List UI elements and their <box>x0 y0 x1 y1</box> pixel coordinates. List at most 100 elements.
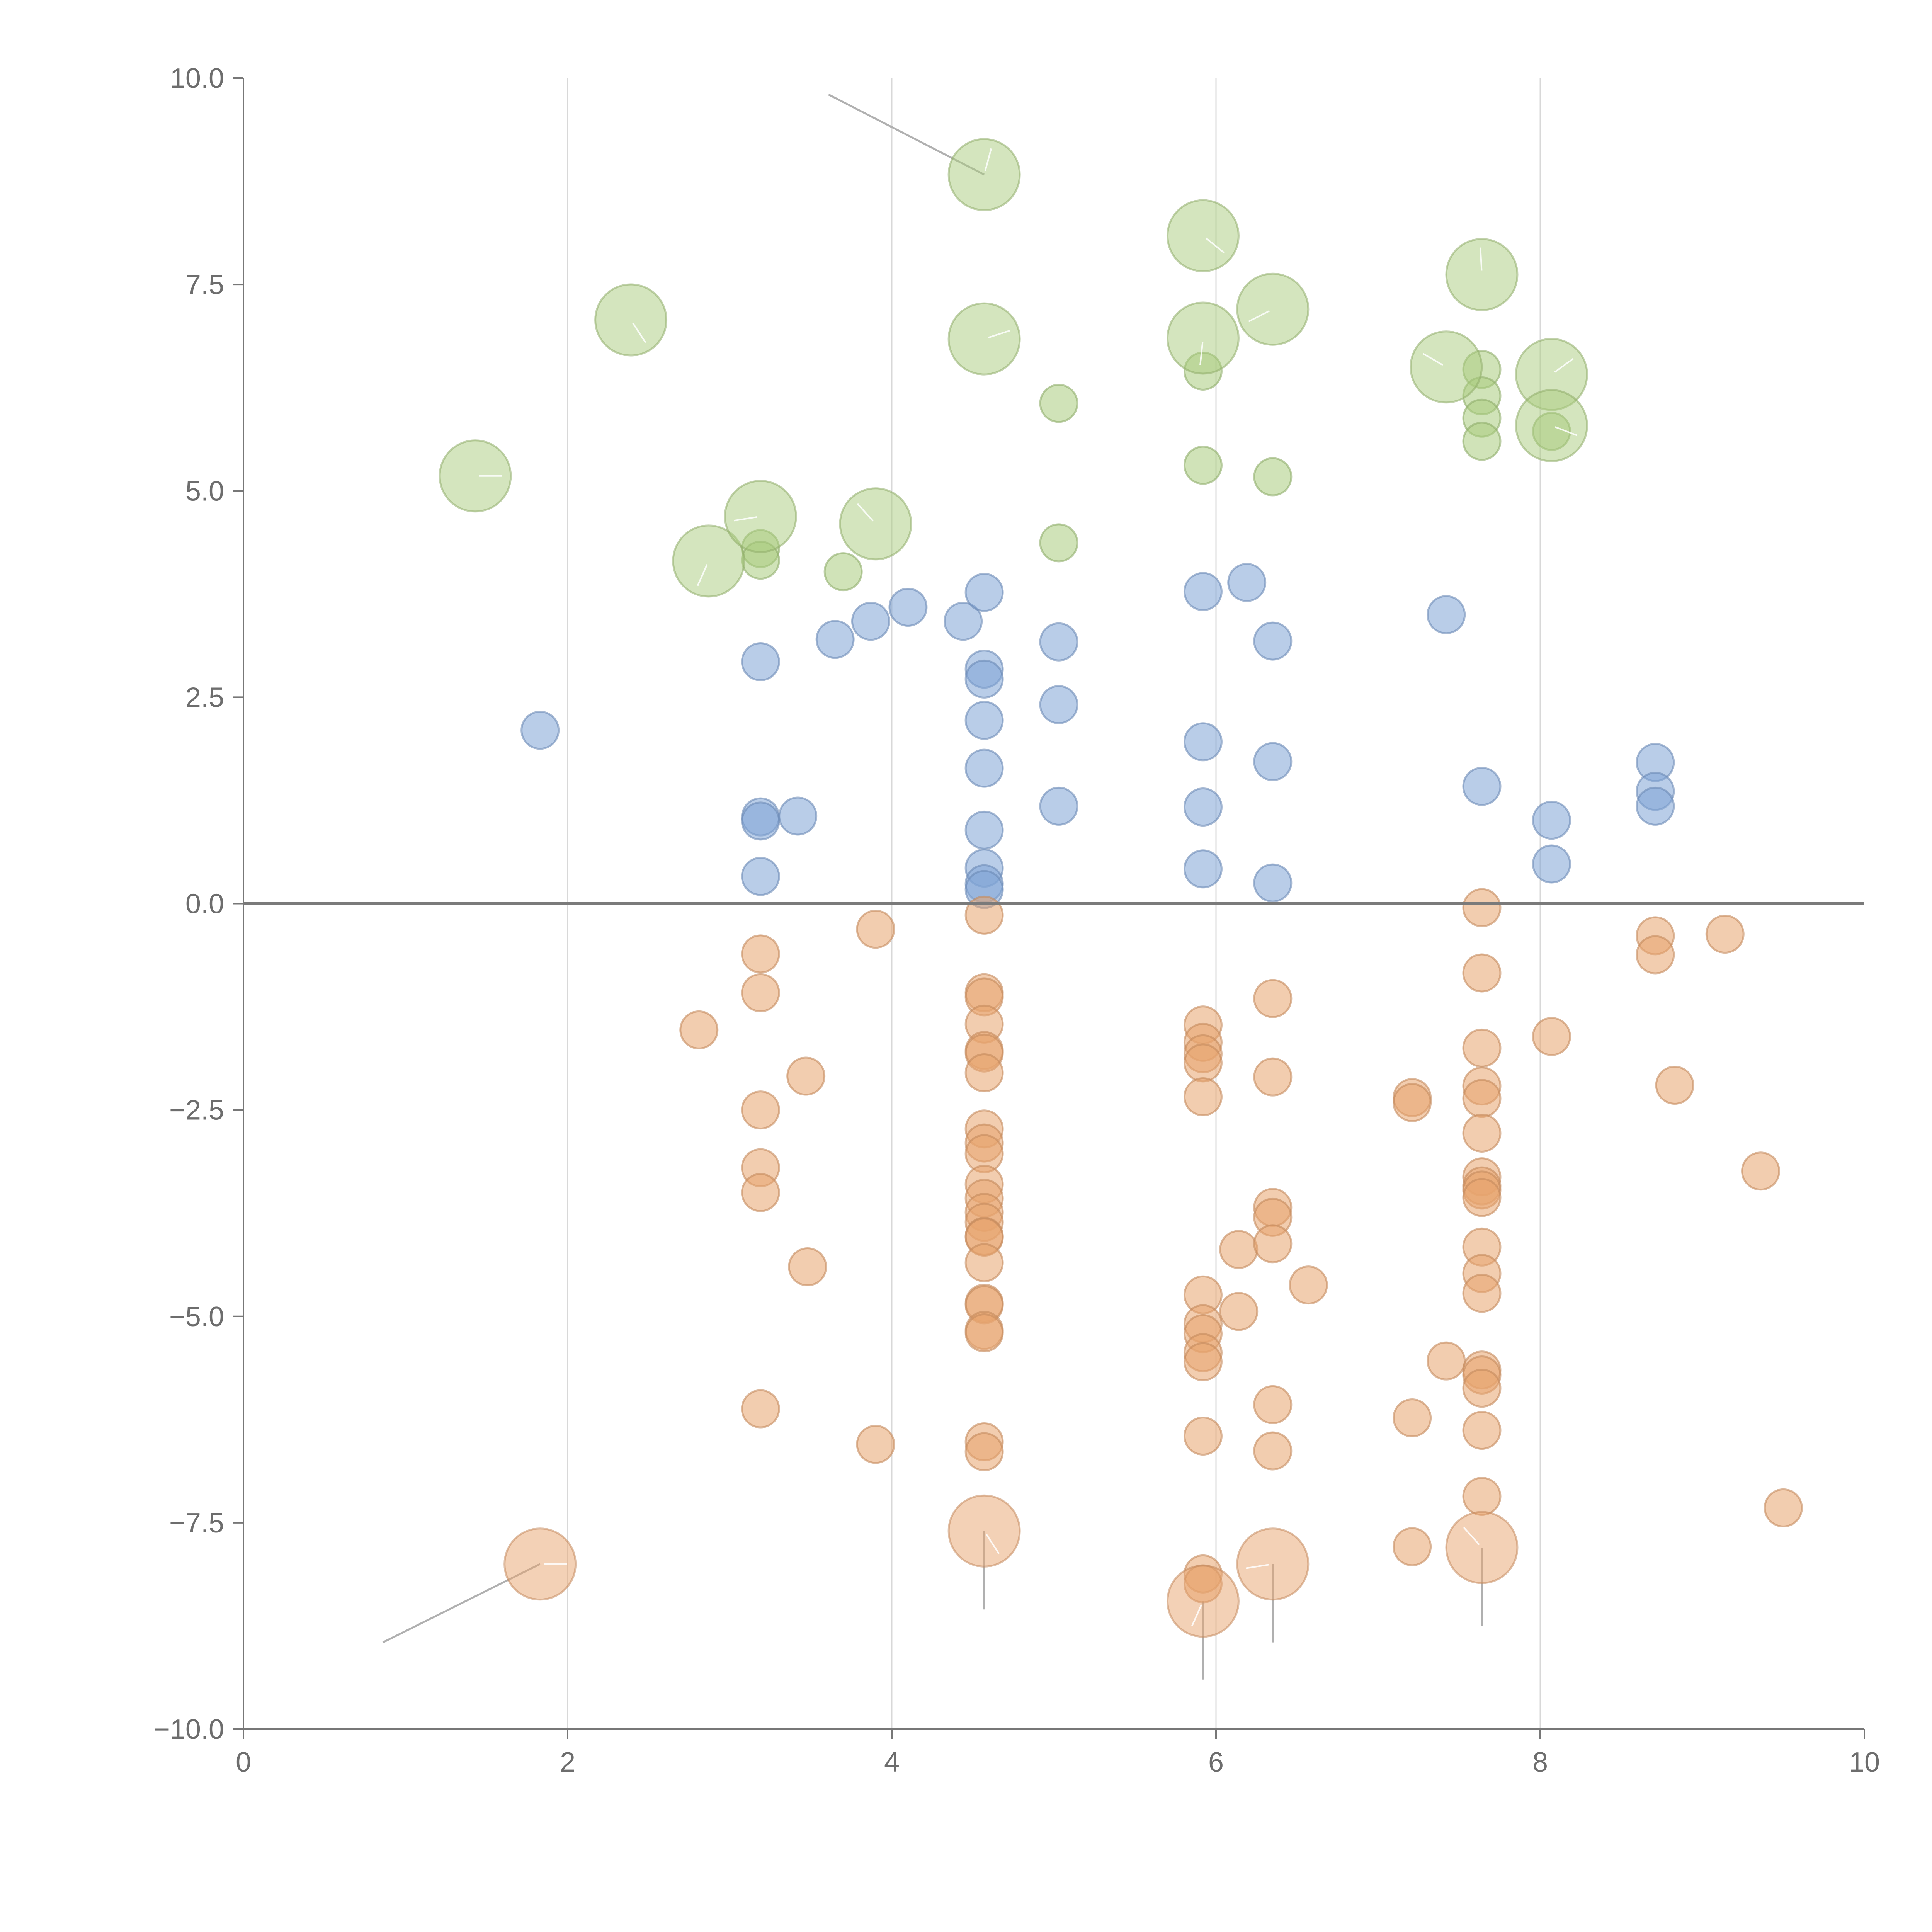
y-tick-label: 2.5 <box>185 682 224 713</box>
orange-point <box>1741 1151 1781 1191</box>
green-bubble-leader <box>1205 237 1225 253</box>
blue-point <box>1039 622 1078 662</box>
x-tick-label: 6 <box>1208 1747 1224 1778</box>
orange-large-point <box>1166 1565 1240 1638</box>
green-point <box>1039 384 1078 423</box>
orange-point <box>856 910 895 949</box>
green-bubble-leader <box>988 330 1010 338</box>
blue-point <box>1532 801 1571 840</box>
blue-point <box>1183 722 1223 762</box>
orange-point <box>1462 1113 1502 1153</box>
blue-point <box>815 620 855 659</box>
orange-bubble-leader <box>985 1534 1000 1554</box>
orange-point <box>1462 1274 1502 1313</box>
blue-point <box>851 602 890 641</box>
green-bubble-leader <box>632 323 646 343</box>
orange-point <box>1655 1066 1694 1105</box>
green-large-point <box>1445 238 1519 311</box>
blue-point <box>1462 767 1502 806</box>
blue-point <box>964 573 1004 612</box>
green-bubble-leader <box>733 516 757 522</box>
blue-point <box>1183 572 1223 611</box>
orange-point <box>741 1389 780 1429</box>
blue-point <box>1039 786 1078 826</box>
orange-point <box>679 1010 719 1049</box>
blue-point <box>1227 563 1267 602</box>
green-large-point <box>724 480 797 553</box>
orange-point <box>1705 915 1745 954</box>
orange-point <box>786 1056 826 1096</box>
orange-point <box>1183 1417 1223 1456</box>
blue-point <box>1183 849 1223 889</box>
green-large-point <box>672 524 745 598</box>
green-point <box>1039 523 1078 563</box>
green-large-point <box>1166 301 1240 375</box>
orange-point <box>741 1090 780 1130</box>
orange-point <box>1636 935 1675 975</box>
blue-point <box>1427 595 1466 634</box>
orange-point <box>1289 1265 1328 1305</box>
x-axis-ticks: 0 2 4 6 8 10 <box>236 1729 1880 1778</box>
blue-point <box>778 796 818 836</box>
orange-bubble-leader <box>1463 1527 1480 1545</box>
green-bubble-leader <box>1554 358 1574 373</box>
orange-point <box>964 1313 1004 1352</box>
inner-leader-lines <box>479 148 1577 1626</box>
orange-point <box>856 1425 895 1464</box>
blue-point <box>1253 621 1293 661</box>
x-tick-label: 4 <box>884 1747 900 1778</box>
orange-point <box>1532 1017 1571 1056</box>
orange-point <box>1462 1178 1502 1217</box>
orange-point <box>1253 1057 1293 1097</box>
orange-point <box>741 934 780 974</box>
blue-point <box>1183 787 1223 827</box>
y-tick-label: 5.0 <box>185 476 224 507</box>
y-tick-label: −10.0 <box>154 1714 224 1745</box>
green-point <box>1253 457 1293 497</box>
orange-point <box>1462 888 1502 927</box>
green-bubble-leader <box>857 503 874 522</box>
orange-large-point <box>947 1494 1021 1568</box>
orange-point <box>1764 1488 1803 1527</box>
blue-point <box>1636 786 1675 826</box>
orange-point <box>1462 1411 1502 1450</box>
y-tick-label: −7.5 <box>169 1508 224 1539</box>
orange-point <box>1219 1230 1259 1269</box>
orange-point <box>788 1247 827 1287</box>
orange-large-point <box>1445 1511 1519 1584</box>
blue-point <box>1039 685 1078 724</box>
green-large-point <box>839 487 912 561</box>
x-tick-label: 8 <box>1532 1747 1548 1778</box>
blue-point <box>1253 863 1293 903</box>
orange-point <box>1462 953 1502 993</box>
blue-point <box>741 857 780 896</box>
x-tick-label: 2 <box>560 1747 575 1778</box>
y-tick-label: −5.0 <box>169 1301 224 1332</box>
green-large-point <box>947 138 1021 211</box>
orange-point <box>964 1243 1004 1282</box>
orange-point <box>1462 1369 1502 1408</box>
orange-point <box>1253 1431 1293 1471</box>
orange-large-point <box>503 1527 577 1601</box>
blue-point <box>964 748 1004 788</box>
orange-bubble-leader <box>1191 1604 1202 1626</box>
blue-point <box>964 659 1004 699</box>
y-tick-label: 7.5 <box>185 269 224 300</box>
green-large-point <box>1236 272 1310 346</box>
blue-point <box>741 801 780 841</box>
orange-point <box>1427 1341 1466 1381</box>
blue-point <box>888 587 928 627</box>
y-tick-label: 0.0 <box>185 889 224 920</box>
orange-point <box>1393 1083 1432 1122</box>
green-bubble-leader <box>984 148 992 171</box>
y-tick-label: 10.0 <box>170 63 224 94</box>
green-large-point <box>439 439 512 513</box>
green-point <box>1183 446 1223 485</box>
orange-point <box>1393 1527 1432 1566</box>
blue-point <box>964 701 1004 740</box>
orange-point <box>1462 1079 1502 1118</box>
blue-point <box>944 602 983 641</box>
orange-point <box>1183 1077 1223 1116</box>
